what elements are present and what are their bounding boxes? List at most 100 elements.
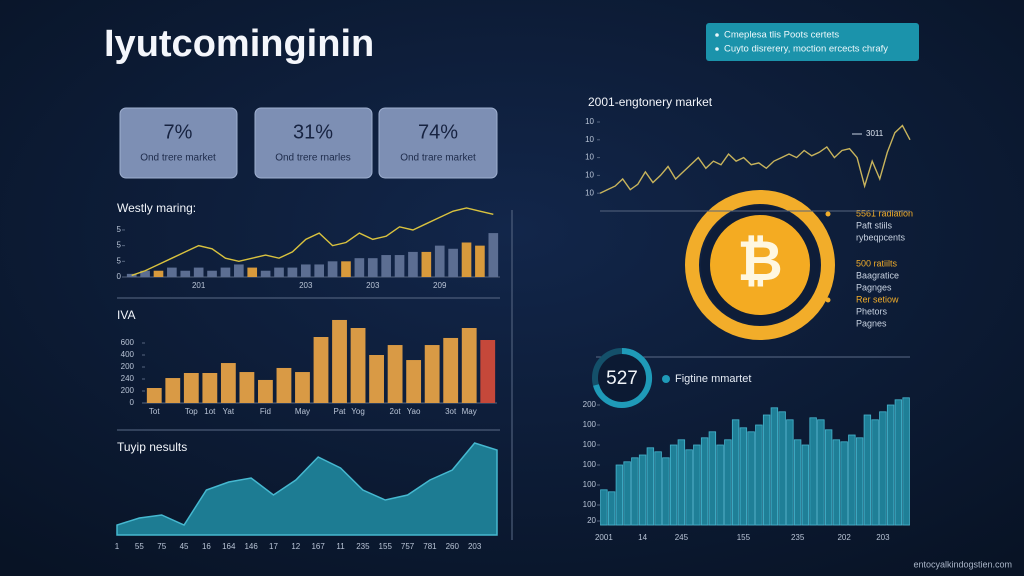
bar (840, 441, 848, 526)
dividers (117, 210, 910, 540)
bar (654, 451, 662, 526)
x-tick-label: May (295, 407, 310, 416)
bar (824, 429, 833, 526)
bar (332, 319, 347, 403)
bar (762, 414, 771, 526)
bar (855, 437, 864, 526)
kpi-label: Ond trare market (400, 153, 476, 164)
x-tick-label: 202 (837, 533, 851, 542)
bar (260, 270, 271, 277)
x-tick-label: 75 (157, 542, 166, 551)
x-tick-label: 14 (638, 533, 647, 542)
notes-box (706, 23, 919, 61)
coin-note: Pagnges (856, 282, 892, 292)
y-tick-label: 20 (587, 516, 596, 525)
y-tick-label: 100 (583, 420, 597, 429)
bar (140, 270, 150, 277)
bar (886, 404, 895, 526)
y-tick-label: 200 (121, 386, 135, 395)
bullet (715, 33, 719, 37)
bar (276, 367, 292, 403)
y-tick-label: 5 (117, 256, 122, 265)
bar (747, 431, 755, 526)
x-tick-label: 203 (876, 533, 890, 542)
x-tick-label: 167 (311, 542, 325, 551)
bar (461, 242, 472, 277)
bar (287, 267, 298, 277)
bar (669, 444, 678, 526)
area (116, 442, 498, 536)
y-tick-label: 5 (117, 241, 122, 250)
y-tick-label: 100 (583, 440, 597, 449)
bar (615, 464, 624, 526)
bullet (715, 47, 719, 51)
bar (234, 264, 244, 277)
bar (879, 411, 887, 526)
bar (167, 267, 177, 277)
annotation: 3011 (866, 129, 884, 138)
kpi-card: 74% Ond trare market (378, 107, 498, 179)
bar (770, 407, 779, 526)
bar (646, 447, 655, 526)
bitcoin: ₿ (685, 190, 835, 340)
bar (488, 233, 499, 277)
bar (793, 439, 802, 526)
x-tick-label: 45 (180, 542, 189, 551)
bar (408, 251, 418, 277)
chart-title: Tuyip nesults (117, 440, 187, 454)
kpi-value: 31% (293, 121, 333, 143)
y-tick-label: 0 (117, 272, 122, 281)
x-tick-label: 17 (269, 542, 278, 551)
y-tick-label: 10 (585, 188, 594, 197)
bar (314, 264, 325, 277)
bar (700, 437, 709, 526)
bar (369, 355, 384, 403)
chart-title: 2001-engtonery market (588, 95, 713, 109)
bar (638, 454, 647, 526)
bar (871, 419, 879, 526)
bar (475, 245, 485, 277)
bar (708, 431, 717, 526)
bar (731, 419, 740, 526)
bar (300, 264, 311, 277)
bar (600, 489, 608, 526)
bar (247, 267, 258, 277)
y-tick-label: 400 (121, 350, 135, 359)
x-tick-label: 146 (244, 542, 258, 551)
y-tick-label: 240 (121, 374, 135, 383)
bar (424, 345, 440, 403)
bar (274, 267, 284, 277)
bar (202, 373, 218, 403)
bar (350, 328, 366, 403)
y-tick-label: 100 (583, 500, 597, 509)
x-tick-label: Tot (149, 407, 160, 416)
x-tick-label: 235 (356, 542, 370, 551)
x-tick-label: Yog (351, 407, 365, 416)
x-tick-label: 55 (135, 542, 144, 551)
kpi-card: 7% Ond trere market (119, 107, 238, 179)
bar (778, 411, 786, 526)
x-tick-label: 235 (791, 533, 805, 542)
bar (387, 345, 403, 403)
footer: entocyalkindogstien.com (913, 559, 1012, 569)
kpi-value: 7% (164, 121, 193, 143)
badge-label: Figtine mmartet (675, 373, 751, 385)
bar (716, 444, 724, 526)
note: Cmeplesa tlis Poots certets (724, 30, 839, 41)
x-tick-label: Yat (223, 407, 235, 416)
x-tick-label: 209 (433, 281, 447, 290)
x-tick-label: 16 (202, 542, 211, 551)
coin-note-title: 5561 radiation (856, 208, 913, 218)
coin-note-title: 500 ratiilts (856, 258, 898, 268)
bar (724, 439, 732, 526)
bar (809, 417, 817, 526)
badge-value: 527 (606, 368, 638, 389)
bar (381, 255, 391, 277)
bar (258, 379, 273, 403)
x-tick-label: Fid (260, 407, 271, 416)
chart-title: IVA (117, 308, 135, 322)
x-tick-label: Pat (334, 407, 347, 416)
x-tick-label: 245 (675, 533, 689, 542)
line (131, 207, 494, 277)
